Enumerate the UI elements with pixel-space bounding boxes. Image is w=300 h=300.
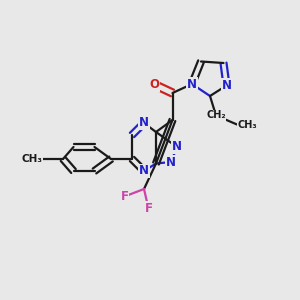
Text: N: N <box>139 116 149 130</box>
Text: CH₂: CH₂ <box>206 110 226 121</box>
Text: CH₃: CH₃ <box>237 119 256 130</box>
Text: N: N <box>139 164 149 178</box>
Text: N: N <box>221 79 232 92</box>
Text: N: N <box>172 140 182 154</box>
Text: F: F <box>145 202 152 215</box>
Text: N: N <box>166 155 176 169</box>
Text: CH₃: CH₃ <box>21 154 42 164</box>
Text: O: O <box>149 78 160 91</box>
Text: F: F <box>121 190 128 203</box>
Text: N: N <box>187 77 197 91</box>
